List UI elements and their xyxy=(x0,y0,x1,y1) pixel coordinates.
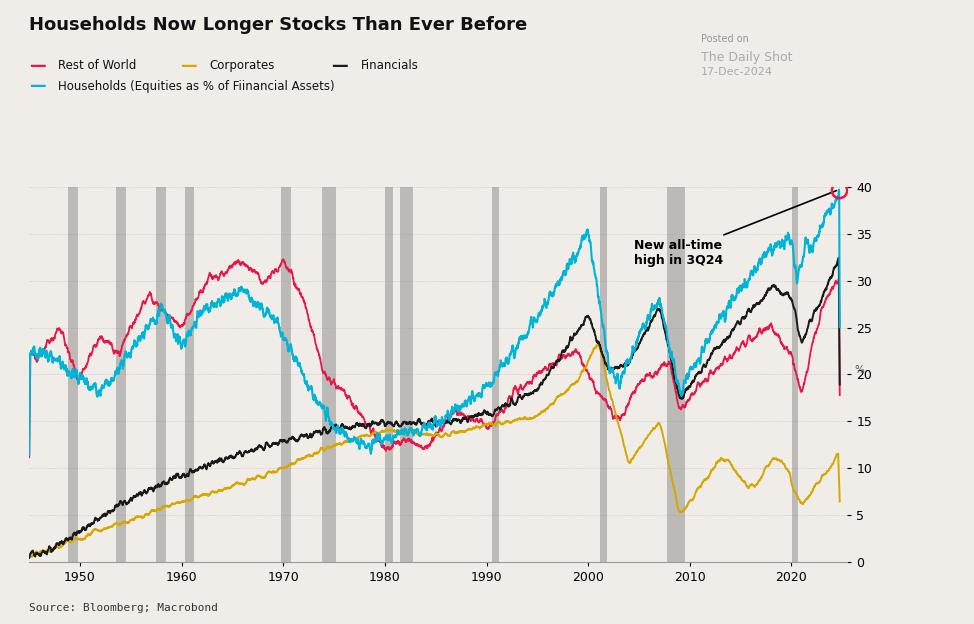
Text: —: — xyxy=(29,77,46,95)
Bar xyxy=(793,187,798,562)
Text: 17-Dec-2024: 17-Dec-2024 xyxy=(701,67,773,77)
Text: Corporates: Corporates xyxy=(209,59,275,72)
Text: New all-time
high in 3Q24: New all-time high in 3Q24 xyxy=(634,190,837,266)
Bar xyxy=(281,187,291,562)
Bar xyxy=(156,187,167,562)
Text: Source: Bloomberg; Macrobond: Source: Bloomberg; Macrobond xyxy=(29,603,218,613)
Text: Households Now Longer Stocks Than Ever Before: Households Now Longer Stocks Than Ever B… xyxy=(29,16,528,34)
Bar xyxy=(68,187,78,562)
Text: Rest of World: Rest of World xyxy=(58,59,136,72)
Bar xyxy=(185,187,194,562)
Text: Posted on: Posted on xyxy=(701,34,749,44)
Bar xyxy=(322,187,336,562)
Text: —: — xyxy=(180,57,197,74)
Bar xyxy=(116,187,126,562)
Bar xyxy=(667,187,685,562)
Text: Financials: Financials xyxy=(360,59,418,72)
Text: Households (Equities as % of Fiinancial Assets): Households (Equities as % of Fiinancial … xyxy=(58,80,335,92)
Text: The Daily Shot: The Daily Shot xyxy=(701,51,793,64)
Bar xyxy=(492,187,499,562)
Bar xyxy=(385,187,393,562)
Bar xyxy=(600,187,607,562)
Text: %: % xyxy=(854,364,864,375)
Text: —: — xyxy=(331,57,348,74)
Bar xyxy=(400,187,413,562)
Text: —: — xyxy=(29,57,46,74)
